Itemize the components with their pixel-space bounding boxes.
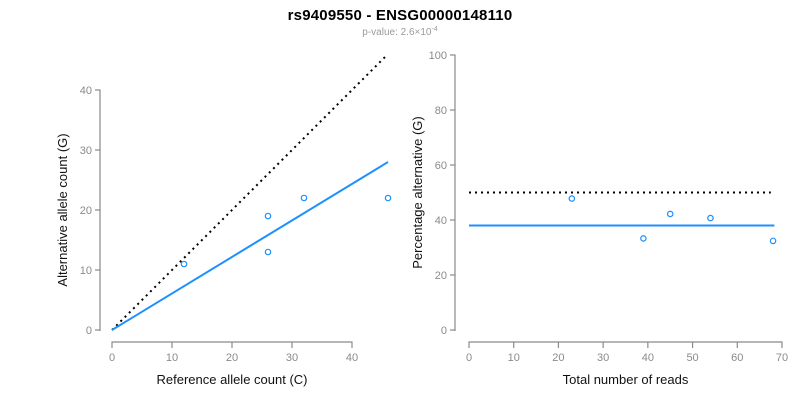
percentage-x-axis-title: Total number of reads (563, 372, 689, 387)
percentage-y-tick-label: 100 (429, 50, 447, 62)
allele-counts-data-point (180, 260, 188, 268)
allele-counts-identity-line (111, 56, 386, 331)
allele-counts-fit-line (111, 161, 389, 331)
percentage-y-tick-label: 40 (435, 215, 447, 227)
percentage-data-point (769, 237, 777, 245)
allele-counts-data-point (300, 194, 308, 202)
allele-counts-y-axis-title: Alternative allele count (G) (55, 133, 70, 286)
percentage-y-tick-label: 80 (435, 105, 447, 117)
percentage-x-tick-label: 50 (686, 352, 698, 364)
allele-counts-x-tick-label: 20 (226, 352, 238, 364)
percentage-data-point (666, 210, 674, 218)
percentage-x-tick-label: 70 (776, 352, 788, 364)
percentage-x-tick-label: 30 (597, 352, 609, 364)
percentage-y-tick-label: 20 (435, 270, 447, 282)
allele-counts-y-tick-label: 40 (80, 85, 92, 97)
allele-counts-y-tick-label: 0 (86, 325, 92, 337)
percentage-y-axis-title: Percentage alternative (G) (410, 116, 425, 268)
percentage-x-tick-label: 40 (642, 352, 654, 364)
percentage-y-tick-label: 60 (435, 160, 447, 172)
allele-counts-y-tick-label: 10 (80, 265, 92, 277)
allele-counts-data-point (264, 248, 272, 256)
percentage-data-point (707, 214, 714, 222)
allele-counts-x-tick-label: 30 (286, 352, 298, 364)
percentage-x-tick-label: 10 (508, 352, 520, 364)
allele-counts-x-axis-title: Reference allele count (C) (156, 372, 307, 387)
figure-header: rs9409550 - ENSG00000148110 p-value: 2.6… (0, 0, 800, 38)
allele-counts-data-point (264, 212, 272, 220)
percentage-x-tick-label: 60 (731, 352, 743, 364)
allele-counts-x-tick-label: 0 (109, 352, 115, 364)
page-title: rs9409550 - ENSG00000148110 (287, 7, 513, 24)
allele-counts-y-tick-label: 20 (80, 205, 92, 217)
percentage-y-tick-label: 0 (441, 325, 447, 337)
percentage-x-tick-label: 0 (466, 352, 472, 364)
percentage-x-tick-label: 20 (552, 352, 564, 364)
allele-counts-x-tick-label: 10 (166, 352, 178, 364)
p-value-text: p-value: 2.6×10 (362, 27, 432, 38)
allele-counts-data-point (384, 194, 392, 202)
allele-counts-x-tick-label: 40 (346, 352, 358, 364)
p-value-exponent: -4 (431, 26, 438, 33)
percentage-data-point (568, 195, 576, 202)
percentage-panel: 0 20 40 60 80 100 0 10 20 30 40 50 60 70 Total number … (410, 50, 788, 387)
allele-counts-panel: 0 10 20 30 40 0 10 20 30 40 Reference allele count… (55, 56, 392, 387)
percentage-data-point (640, 235, 647, 242)
allele-counts-y-tick-label: 30 (80, 145, 92, 157)
p-value-subtitle: p-value: 2.6×10-4 (0, 26, 800, 38)
